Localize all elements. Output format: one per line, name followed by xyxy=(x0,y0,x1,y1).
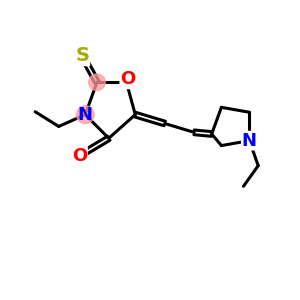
Text: S: S xyxy=(75,46,89,65)
Text: O: O xyxy=(120,70,136,88)
Text: N: N xyxy=(78,106,93,124)
Circle shape xyxy=(89,74,105,91)
Text: O: O xyxy=(72,147,87,165)
Text: N: N xyxy=(242,132,257,150)
Circle shape xyxy=(76,106,94,124)
